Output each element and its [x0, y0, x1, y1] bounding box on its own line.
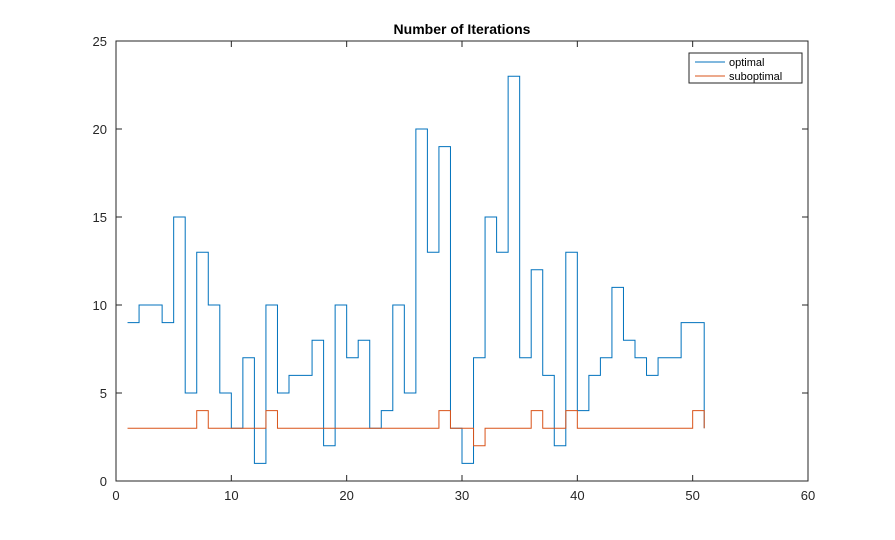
x-tick-label: 20	[339, 488, 353, 503]
legend-box	[688, 52, 803, 84]
y-tick-label: 20	[93, 122, 107, 137]
legend: optimal suboptimal	[688, 52, 803, 84]
x-tick-label: 60	[801, 488, 815, 503]
x-tick-label: 30	[455, 488, 469, 503]
series-layer	[127, 75, 705, 464]
y-tick-label: 25	[93, 34, 107, 49]
y-tick-label: 0	[100, 474, 107, 489]
chart-title: Number of Iterations	[394, 21, 531, 37]
ticks-layer: 0 10 20 30 40 50 60 0 5 10 15 20 25	[93, 34, 816, 503]
series-line-optimal	[127, 75, 705, 464]
x-tick-label: 40	[570, 488, 584, 503]
legend-label-suboptimal: suboptimal	[729, 71, 782, 83]
y-tick-label: 5	[100, 386, 107, 401]
x-tick-label: 50	[685, 488, 699, 503]
series-line-suboptimal	[127, 410, 705, 447]
legend-label-optimal: optimal	[729, 57, 764, 69]
x-tick-label: 10	[224, 488, 238, 503]
x-tick-label: 0	[112, 488, 119, 503]
y-tick-label: 15	[93, 210, 107, 225]
y-tick-label: 10	[93, 298, 107, 313]
